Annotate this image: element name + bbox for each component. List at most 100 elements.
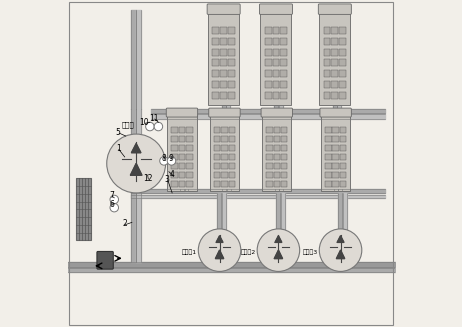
Bar [214,136,220,142]
Bar [228,60,235,66]
Bar [214,163,220,169]
Bar [265,60,272,66]
Bar [265,81,272,88]
Bar [331,92,338,99]
Bar [186,127,193,133]
FancyBboxPatch shape [318,4,351,14]
Bar [332,181,339,187]
Bar [221,181,228,187]
Bar [213,81,219,88]
Bar [266,127,273,133]
Bar [281,163,287,169]
Bar [228,26,235,34]
Bar [266,154,273,160]
Bar [273,81,280,88]
Bar [228,38,235,44]
Bar [339,26,346,34]
Bar [273,70,280,77]
FancyBboxPatch shape [260,4,292,14]
Bar [280,70,287,77]
Bar [171,163,178,169]
Bar [265,92,272,99]
Bar [274,163,280,169]
Bar [186,145,193,151]
Bar [220,81,227,88]
Polygon shape [131,144,141,153]
Bar [220,38,227,44]
Text: 单元乷3: 单元乷3 [303,250,318,255]
Bar [280,26,287,34]
Bar [266,181,273,187]
Bar [331,60,338,66]
Bar [221,136,228,142]
Bar [265,48,272,56]
Circle shape [198,229,241,271]
Bar [179,145,185,151]
Text: 6: 6 [109,200,114,209]
Bar [340,145,346,151]
Bar [213,38,219,44]
FancyBboxPatch shape [207,4,240,14]
Bar [208,11,239,105]
Bar [324,26,330,34]
Text: 12: 12 [143,174,152,183]
Polygon shape [130,164,142,175]
Bar [213,48,219,56]
Bar [214,127,220,133]
Bar [332,172,339,178]
Polygon shape [215,250,224,259]
Bar [281,145,287,151]
Bar [213,26,219,34]
Bar [221,163,228,169]
Bar [324,70,330,77]
Text: 11: 11 [149,114,159,123]
Polygon shape [275,236,282,242]
Bar [331,26,338,34]
Bar [265,26,272,34]
Bar [76,178,91,240]
Text: 9: 9 [168,154,173,163]
Text: 4: 4 [170,170,175,180]
Bar [221,145,228,151]
Bar [228,81,235,88]
Circle shape [107,134,165,193]
Bar [324,48,330,56]
Text: 5: 5 [116,128,121,137]
Bar [171,181,178,187]
Bar [274,154,280,160]
Polygon shape [216,236,223,242]
Bar [210,114,239,191]
Bar [339,70,346,77]
Bar [340,163,346,169]
Bar [319,11,350,105]
Bar [171,127,178,133]
Bar [229,181,235,187]
Polygon shape [336,250,345,259]
Bar [266,172,273,178]
Bar [340,172,346,178]
Bar [324,38,330,44]
Bar [220,48,227,56]
Bar [332,136,339,142]
Bar [221,127,228,133]
Bar [280,60,287,66]
Text: 1: 1 [116,144,121,153]
Bar [220,60,227,66]
Bar [186,154,193,160]
Bar [179,181,185,187]
Bar [273,38,280,44]
Text: 2: 2 [122,219,127,229]
Bar [220,92,227,99]
Bar [340,154,346,160]
Bar [171,154,178,160]
Bar [186,136,193,142]
Bar [281,127,287,133]
Bar [229,163,235,169]
Bar [167,114,197,191]
Bar [281,136,287,142]
Bar [280,38,287,44]
Bar [214,181,220,187]
Circle shape [319,229,362,271]
FancyBboxPatch shape [320,108,351,117]
Bar [324,81,330,88]
